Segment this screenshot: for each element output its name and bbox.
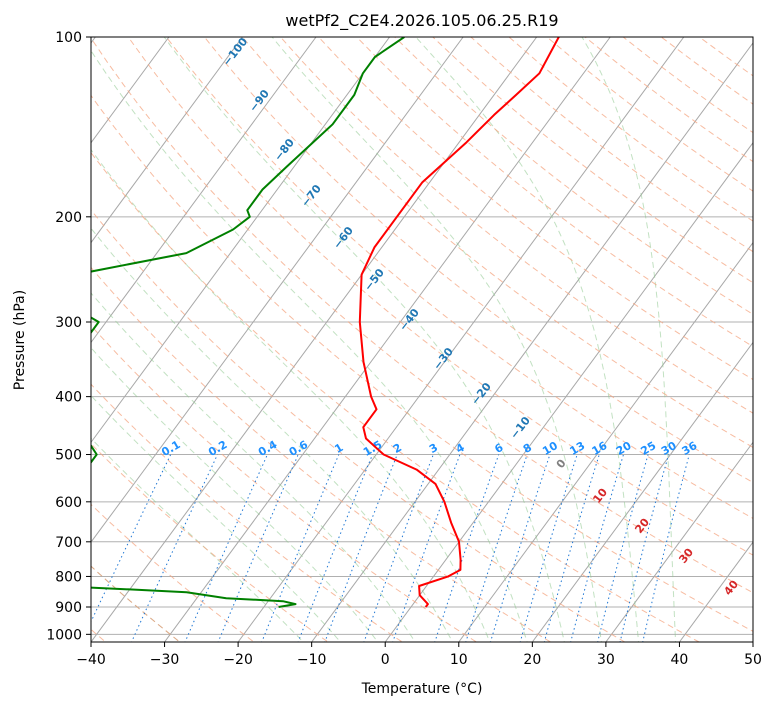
plot-background [91, 37, 753, 642]
moist-adiabat-line [91, 227, 454, 642]
x-tick-label: −20 [223, 652, 253, 668]
dry-adiabat-line [356, 37, 753, 348]
y-tick-label: 900 [55, 600, 82, 616]
isotherm-line [91, 37, 243, 244]
isotherm-line [311, 42, 753, 642]
moist-adiabat-line [271, 37, 603, 642]
x-tick-label: −10 [297, 652, 327, 668]
y-tick-label: 100 [55, 30, 82, 46]
x-tick-label: 0 [381, 652, 390, 668]
dry-adiabat-line [165, 37, 753, 520]
x-tick-label: −40 [76, 652, 106, 668]
moist-adiabat-line [581, 37, 677, 642]
x-tick-label: 40 [671, 652, 689, 668]
mixing-ratio-line [184, 454, 268, 642]
y-tick-label: 500 [55, 448, 82, 464]
moist-adiabat-line [415, 37, 640, 642]
y-axis: 100 200 300 400 500 600 700 800 900 1000 [46, 30, 91, 643]
y-tick-label: 600 [55, 495, 82, 511]
dry-adiabat-line [127, 37, 753, 556]
y-axis-label: Pressure (hPa) [12, 290, 28, 390]
isotherm-line [91, 37, 464, 543]
mixing-ratio-line [619, 454, 670, 642]
isotherm-line [91, 37, 170, 144]
y-tick-label: 1000 [46, 627, 82, 643]
x-tick-label: 20 [523, 652, 541, 668]
dry-adiabat-lines [91, 37, 753, 642]
mixing-ratio-line [543, 454, 600, 642]
mixing-ratio-line [570, 454, 624, 642]
temperature-profile-line [358, 37, 560, 608]
mixing-ratio-line [597, 454, 649, 642]
y-tick-label: 300 [55, 315, 82, 331]
y-tick-label: 200 [55, 210, 82, 226]
moist-adiabat-line [91, 394, 342, 642]
moist-adiabat-line [163, 37, 565, 642]
mixing-ratio-line [489, 454, 551, 642]
y-tick-label: 700 [55, 535, 82, 551]
isotherm-line [164, 37, 611, 642]
dewpoint-profile-line [91, 37, 405, 608]
moist-adiabat-line [91, 49, 528, 642]
dry-adiabat-line [91, 383, 404, 642]
plot-frame [90, 36, 754, 643]
dry-adiabat-line [91, 151, 701, 642]
mixing-ratio-line [363, 454, 434, 642]
x-tick-label: −30 [150, 652, 180, 668]
isotherm-line [531, 341, 753, 642]
y-tick-label: 400 [55, 390, 82, 406]
mixing-ratio-line [642, 454, 690, 642]
isotherm-line [605, 441, 753, 642]
x-tick-label: 10 [450, 652, 468, 668]
y-tick-label: 800 [55, 569, 82, 585]
dry-adiabat-line [91, 209, 626, 642]
profile-series [91, 37, 560, 608]
x-axis-label: Temperature (°C) [361, 681, 483, 697]
isotherm-line [458, 241, 753, 642]
dry-adiabat-line [91, 266, 552, 642]
mixing-ratio-line [519, 454, 578, 642]
dry-adiabat-line [318, 37, 753, 381]
x-tick-label: 30 [597, 652, 615, 668]
dry-adiabat-line [91, 94, 753, 632]
x-tick-label: 50 [744, 652, 762, 668]
mixing-ratio-line [130, 454, 218, 642]
dry-adiabat-line [91, 37, 753, 594]
moist-adiabat-line [91, 437, 304, 642]
isotherm-line [91, 37, 317, 344]
moist-adiabat-line [91, 292, 416, 642]
chart-title: wetPf2_C2E4.2026.105.06.25.R19 [285, 11, 558, 31]
x-axis: −40 −30 −20 −10 0 10 20 30 40 50 [76, 642, 762, 668]
moist-adiabat-line [91, 148, 491, 642]
dry-adiabat-line [394, 37, 753, 315]
isotherm-line [237, 37, 685, 642]
isotherm-line [91, 37, 390, 444]
